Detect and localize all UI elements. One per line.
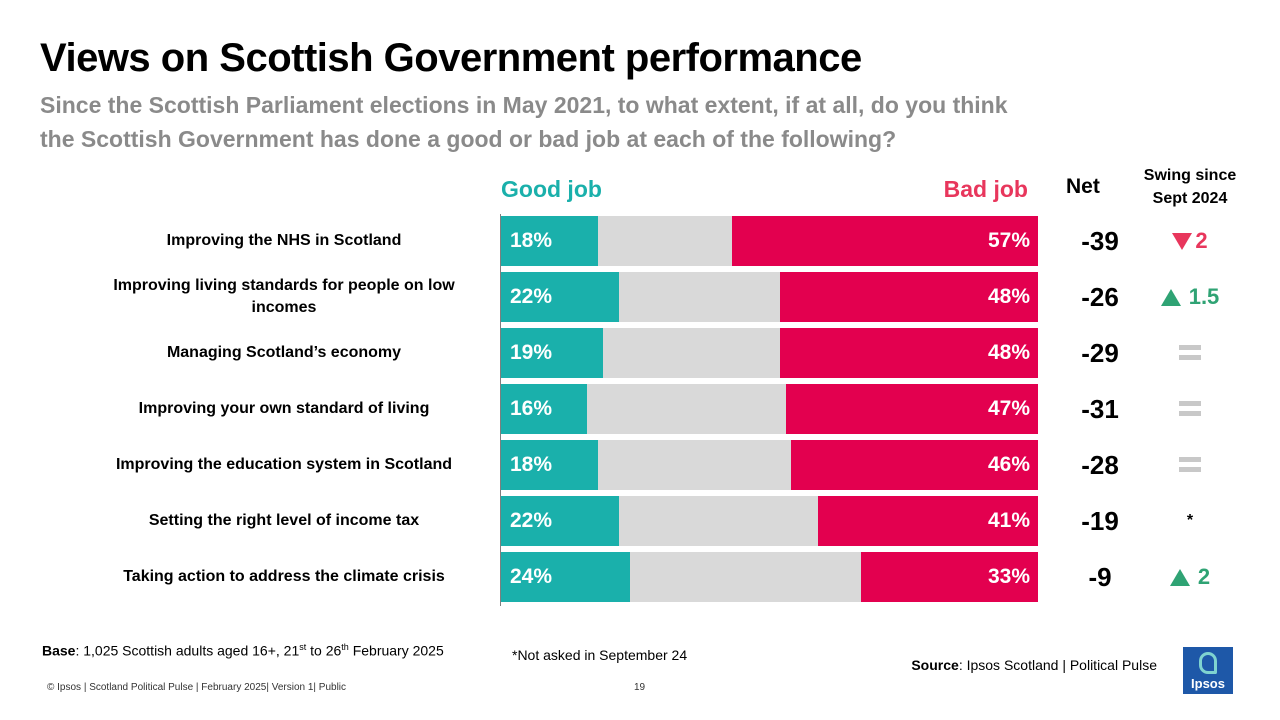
bar-track: 19% 48%	[501, 328, 1038, 378]
row-label: Setting the right level of income tax	[148, 512, 420, 529]
swing-value: 2	[1140, 552, 1240, 602]
bar-bad-job-label: 33%	[987, 565, 1030, 588]
source-footnote: Source: Ipsos Scotland | Political Pulse	[911, 657, 1157, 673]
bar-good-job-label: 16%	[510, 397, 553, 420]
net-value: -39	[1081, 226, 1119, 256]
bar-track: 16% 47%	[501, 384, 1038, 434]
row-label: Improving your own standard of living	[138, 400, 430, 417]
net-value: -26	[1081, 282, 1119, 312]
base-sup-1: st	[299, 642, 307, 652]
swing-value-text: 2	[1197, 564, 1211, 589]
triangle-up-icon	[1169, 568, 1190, 586]
not-asked-footnote: *Not asked in September 24	[512, 647, 688, 663]
swing-not-asked-marker: *	[1186, 512, 1194, 529]
base-sup-2: th	[341, 642, 349, 652]
base-end: February 2025	[348, 642, 444, 659]
bar-good-job-label: 18%	[510, 229, 553, 252]
bar-track: 22% 41%	[501, 496, 1038, 546]
bar-track: 18% 57%	[501, 216, 1038, 266]
net-value: -19	[1081, 506, 1119, 536]
bar-bad-job-label: 41%	[987, 509, 1030, 532]
bar-good-job	[501, 272, 620, 322]
swing-value	[1140, 440, 1240, 490]
bar-good-job-label: 19%	[510, 341, 553, 364]
bar-bad-job	[860, 552, 1038, 602]
triangle-up-icon	[1160, 288, 1181, 306]
bar-bad-job-label: 48%	[987, 341, 1030, 364]
bar-track: 22% 48%	[501, 272, 1038, 322]
base-label: Base	[42, 642, 76, 659]
net-header: Net	[1066, 175, 1100, 198]
bar-good-job-label: 22%	[510, 509, 553, 532]
row-label: Improving the NHS in Scotland	[166, 232, 402, 249]
bar-good-job-label: 22%	[510, 285, 553, 308]
bar-good-job	[501, 216, 598, 266]
net-value: -29	[1081, 338, 1119, 368]
row-label: Taking action to address the climate cri…	[123, 568, 445, 585]
page-number: 19	[634, 682, 646, 693]
swing-value	[1140, 328, 1240, 378]
row-label: Improving living standards for people on…	[113, 277, 455, 316]
equal-icon	[1179, 457, 1201, 473]
source-text: : Ipsos Scotland | Political Pulse	[958, 657, 1157, 673]
net-value: -28	[1081, 450, 1119, 480]
copyright-text: © Ipsos | Scotland Political Pulse | Feb…	[47, 682, 347, 693]
base-footnote: Base: 1,025 Scottish adults aged 16+, 21…	[42, 642, 444, 659]
swing-header-line1: Swing since	[1143, 167, 1237, 184]
ipsos-logo-mark	[1199, 652, 1217, 674]
equal-icon	[1179, 345, 1201, 361]
bar-good-job-label: 24%	[510, 565, 553, 588]
base-text: : 1,025 Scottish adults aged 16+, 21	[75, 642, 300, 659]
bar-bad-job-label: 46%	[987, 453, 1030, 476]
bar-good-job	[501, 440, 598, 490]
bar-bad-job-label: 47%	[987, 397, 1030, 420]
page-title: Views on Scottish Government performance	[40, 36, 862, 80]
bar-bad-job	[780, 328, 1038, 378]
swing-value: 1.5	[1140, 272, 1240, 322]
bar-good-job-label: 18%	[510, 453, 553, 476]
bar-bad-job-label: 48%	[987, 285, 1030, 308]
ipsos-logo: Ipsos	[1183, 647, 1233, 694]
source-label: Source	[911, 657, 959, 673]
row-label: Improving the education system in Scotla…	[115, 456, 453, 473]
bar-good-job	[501, 496, 620, 546]
bar-bad-job	[780, 272, 1038, 322]
swing-value-text: 2	[1195, 228, 1208, 253]
triangle-down-icon	[1172, 232, 1193, 250]
bar-bad-job	[785, 384, 1038, 434]
swing-value: *	[1140, 496, 1240, 546]
bar-bad-job	[790, 440, 1038, 490]
equal-icon	[1179, 401, 1201, 417]
row-label: Managing Scotland’s economy	[166, 344, 402, 361]
base-mid: to 26	[306, 642, 342, 659]
chart-axis-line	[500, 214, 501, 606]
bad-job-header: Bad job	[943, 176, 1028, 202]
ipsos-logo-text: Ipsos	[1191, 676, 1225, 691]
bar-bad-job	[817, 496, 1038, 546]
net-value: -31	[1081, 394, 1119, 424]
bar-bad-job	[731, 216, 1038, 266]
swing-value: 2	[1140, 216, 1240, 266]
swing-header-line2: Sept 2024	[1152, 190, 1228, 207]
swing-header: Swing since Sept 2024	[1130, 164, 1250, 210]
bar-track: 18% 46%	[501, 440, 1038, 490]
bar-bad-job-label: 57%	[987, 229, 1030, 252]
page-subtitle: Since the Scottish Parliament elections …	[40, 92, 1008, 152]
bar-good-job	[501, 384, 587, 434]
bar-good-job	[501, 328, 604, 378]
bar-track: 24% 33%	[501, 552, 1038, 602]
bar-good-job	[501, 552, 630, 602]
good-job-header: Good job	[501, 176, 602, 202]
swing-value-text: 1.5	[1188, 284, 1220, 309]
net-value: -9	[1088, 562, 1112, 592]
swing-value	[1140, 384, 1240, 434]
